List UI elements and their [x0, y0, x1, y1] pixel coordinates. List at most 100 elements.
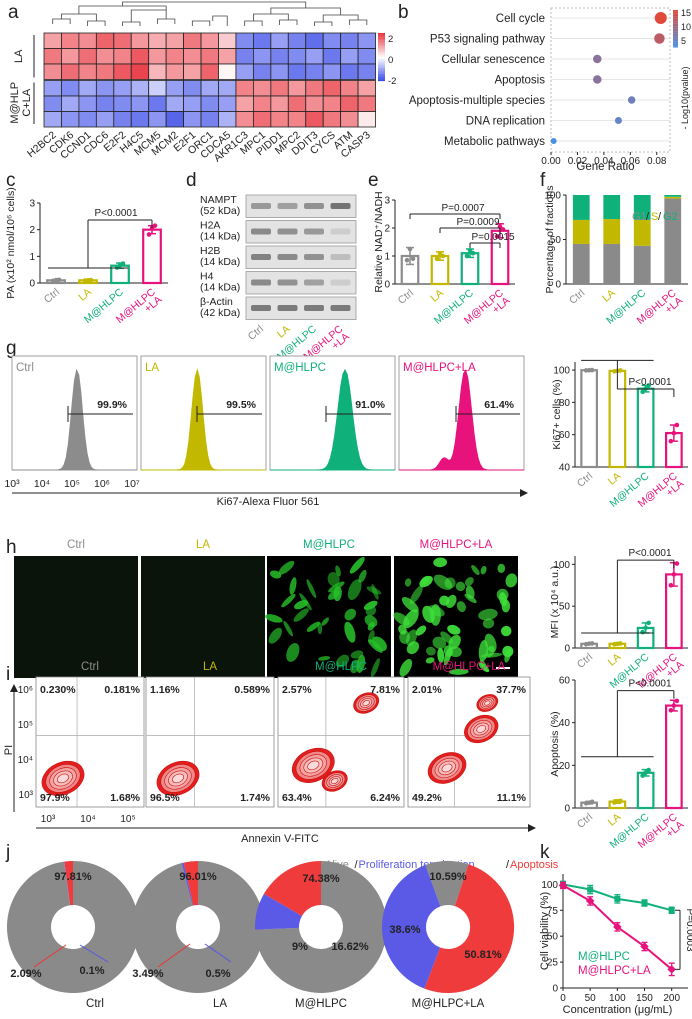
heatmap-cell: [340, 80, 359, 97]
contour-ring: [484, 700, 491, 706]
blot-band: [277, 305, 298, 311]
cell-blob: [367, 622, 375, 631]
cell-blob: [370, 658, 380, 677]
heatmap-cell: [78, 80, 97, 97]
significance-label: P<0.0001: [628, 679, 672, 690]
flow-histograms: Ctrl 99.9% LA 99.5% M@HLPC 91.0% M@HLPC+LA 61.4…: [4, 355, 528, 508]
heatmap-cell: [95, 111, 115, 128]
heatmap-cell: [183, 32, 202, 49]
series-marker: [641, 900, 648, 907]
heatmap-cell: [148, 63, 167, 80]
heatmap-cell: [113, 63, 132, 80]
legend-text: /: [506, 859, 510, 871]
x-tick-label: 10⁴: [34, 478, 50, 490]
heatmap-cell: [165, 95, 184, 112]
term-label: Cell cycle: [496, 13, 545, 25]
histogram-curve: [12, 368, 137, 471]
plot-title: M@HLPC: [315, 661, 367, 673]
colorbar-step: [378, 57, 385, 59]
legend-gradient: [673, 45, 678, 47]
y-tick-label: 100: [553, 560, 570, 571]
stacked-bar-segment: [633, 245, 651, 284]
category-label: LA: [606, 470, 624, 487]
heatmap-cell: [287, 48, 307, 65]
cell-blob: [504, 648, 512, 663]
cell-blob: [286, 642, 300, 662]
series-marker: [668, 907, 675, 914]
data-point: [437, 250, 443, 256]
heatmap-cell: [148, 32, 167, 49]
data-point: [671, 703, 677, 708]
quadrant-percent: 97.9%: [40, 792, 70, 804]
heatmap-cell: [78, 32, 97, 49]
blot-band: [304, 228, 324, 235]
legend-gradient: [673, 42, 678, 44]
heatmap-cell: [322, 95, 342, 112]
legend-entry: M@HLPC: [578, 951, 630, 963]
stacked-bar-segment: [633, 219, 651, 246]
bar: [580, 369, 598, 469]
y-tick-label: 3: [29, 199, 35, 210]
plot-frame: [550, 7, 671, 153]
cell-blob: [448, 646, 462, 658]
stacked-bar-segment: [572, 243, 590, 284]
histogram-title: LA: [145, 362, 159, 374]
heatmap-cell: [340, 32, 359, 49]
heatmap-cell: [270, 63, 289, 80]
image-label: Ctrl: [67, 539, 85, 551]
histogram-title: M@HLPC+LA: [403, 362, 476, 374]
cell-blob: [349, 557, 365, 574]
legend-gradient: [673, 22, 678, 24]
cell-blob: [471, 565, 480, 576]
legend-text: G2: [663, 211, 678, 223]
x-tick-label: 10⁵: [64, 478, 80, 490]
colorbar-step: [378, 66, 385, 68]
blot-strip: [245, 271, 357, 295]
plot-title: LA: [203, 661, 217, 673]
legend-gradient: [673, 25, 678, 27]
cell-blob: [404, 578, 412, 587]
blot-strip: [245, 194, 357, 218]
heatmap-cell: [322, 48, 342, 65]
slice-label: 16.62%: [331, 941, 369, 953]
y-tick-label: 100: [553, 366, 570, 377]
histogram-title: Ctrl: [16, 362, 34, 374]
donut-slice: [63, 861, 71, 906]
legend-gradient: [673, 28, 678, 31]
colorbar-step: [378, 34, 385, 36]
legend-gradient: [673, 37, 678, 39]
enrichment-dot: [654, 33, 665, 44]
heatmap-cell: [183, 95, 202, 112]
stacked-bar-segment: [603, 195, 621, 220]
bar: [636, 387, 655, 469]
y-tick-label: 100: [544, 191, 561, 202]
heatmap-cell: [305, 63, 324, 80]
cell-blob: [433, 557, 448, 568]
y-tick-label: 3: [384, 196, 390, 207]
cell-blob: [478, 608, 498, 621]
quadrant-percent: 0.181%: [104, 684, 140, 696]
data-point: [149, 226, 155, 231]
data-point: [56, 277, 62, 283]
donut-name: LA: [213, 998, 227, 1010]
colorbar-step: [378, 76, 385, 78]
colorbar-step: [378, 37, 385, 40]
cell-blob: [268, 627, 283, 644]
cell-blob: [445, 594, 457, 609]
significance-label: P<0.0001: [628, 377, 672, 388]
cell-blob: [496, 588, 509, 601]
heatmap-cell: [200, 111, 219, 128]
gate-percent: 91.0%: [355, 399, 385, 411]
microscopy: Ctrl LA M@HLPC M@HLPC+LA: [14, 539, 518, 678]
heatmap-cell: [270, 80, 289, 97]
microscopy-image: [14, 556, 138, 678]
heatmap-cell: [235, 63, 254, 80]
bar: [636, 771, 655, 810]
y-tick-label: 0: [564, 804, 570, 815]
cell-blob: [399, 659, 413, 677]
y-axis-label: PA (x10² nmol/10⁶ cells): [5, 187, 17, 299]
colorbar-step: [378, 40, 385, 42]
dendrogram-link: [130, 9, 167, 22]
x-tick-label: 10³: [41, 814, 56, 825]
y-tick-label: 20: [559, 761, 571, 772]
